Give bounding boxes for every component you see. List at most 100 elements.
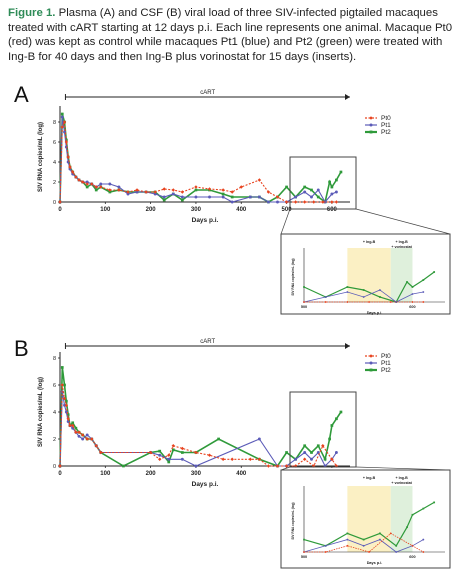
zoom-frame xyxy=(289,156,357,210)
data-point-pt1 xyxy=(330,192,334,196)
inset-data-point-pt1 xyxy=(411,293,414,295)
data-point-pt2 xyxy=(339,170,343,174)
data-point-pt0 xyxy=(74,430,78,434)
data-point-pt1 xyxy=(99,182,103,186)
data-point-pt0 xyxy=(70,423,75,428)
x-tick-label: 500 xyxy=(282,207,293,213)
x-tick-label: 100 xyxy=(100,207,111,213)
inset-data-point-pt2 xyxy=(422,279,425,281)
data-point-pt0 xyxy=(68,423,72,428)
zoom-connector-left xyxy=(280,208,291,235)
data-point-pt0 xyxy=(284,200,289,204)
data-point-pt1 xyxy=(158,453,162,457)
inset-band-vorinostat xyxy=(390,248,413,302)
inset-data-point-pt1 xyxy=(422,538,425,541)
inset-band-label: + vorinostat xyxy=(391,245,412,249)
data-point-pt0 xyxy=(257,178,262,182)
inset-band-label: + Ing-B xyxy=(395,240,408,244)
data-point-pt0 xyxy=(266,464,271,468)
inset-data-point-pt2 xyxy=(406,526,408,529)
inset-band-label: + vorinostat xyxy=(391,481,412,485)
data-point-pt0 xyxy=(180,446,185,451)
data-point-pt0 xyxy=(194,185,198,189)
data-point-pt0 xyxy=(284,464,289,468)
data-point-pt0 xyxy=(62,396,67,401)
data-point-pt0 xyxy=(80,180,85,184)
data-point-pt2 xyxy=(339,410,343,414)
y-tick-label: 8 xyxy=(53,120,56,126)
data-point-pt1 xyxy=(153,192,157,196)
data-point-pt0 xyxy=(126,190,130,194)
inset-data-point-pt1 xyxy=(346,291,349,293)
y-tick-label: 8 xyxy=(53,356,56,362)
data-point-pt2 xyxy=(316,444,320,448)
data-point-pt1 xyxy=(126,192,130,196)
data-point-pt2 xyxy=(108,190,112,194)
inset-data-point-pt2 xyxy=(433,271,436,273)
inset-data-point-pt2 xyxy=(303,538,305,541)
data-point-pt0 xyxy=(153,190,157,194)
data-point-pt0 xyxy=(257,457,262,461)
data-point-pt0 xyxy=(94,444,98,448)
data-point-pt0 xyxy=(171,188,175,192)
legend-label-pt1: Pt1 xyxy=(381,360,391,367)
data-point-pt1 xyxy=(171,192,175,196)
data-point-pt0 xyxy=(221,457,225,461)
data-point-pt0 xyxy=(74,175,78,179)
legend-label-pt0: Pt0 xyxy=(381,115,391,122)
data-point-pt2 xyxy=(310,188,313,192)
legend-marker-pt0 xyxy=(369,116,373,120)
data-point-pt0 xyxy=(62,120,67,124)
legend-marker-pt1 xyxy=(369,361,373,365)
data-point-pt0 xyxy=(334,200,339,204)
legend-marker-pt2 xyxy=(369,130,373,134)
series-line-pt1 xyxy=(59,391,337,467)
data-point-pt1 xyxy=(60,115,64,119)
data-point-pt2 xyxy=(330,424,334,427)
data-point-pt0 xyxy=(230,190,234,194)
data-point-pt0 xyxy=(221,188,225,192)
data-point-pt2 xyxy=(310,451,313,454)
data-point-pt2 xyxy=(60,112,64,116)
data-point-pt1 xyxy=(266,200,270,204)
legend-label-pt1: Pt1 xyxy=(381,122,391,129)
data-point-pt1 xyxy=(135,190,139,194)
data-point-pt0 xyxy=(117,188,121,192)
data-point-pt1 xyxy=(81,437,85,441)
data-point-pt0 xyxy=(157,457,162,461)
data-point-pt0 xyxy=(90,437,94,441)
inset-data-point-pt0 xyxy=(302,550,306,554)
y-axis-label: SIV RNA copies/mL (log) xyxy=(38,122,44,192)
data-point-pt0 xyxy=(94,185,98,189)
chart-panel-b: cART 0 100 200 300 400 500 600 0 2 4 6 8 Days p.i. SIV… xyxy=(38,339,451,569)
legend-marker-pt2 xyxy=(369,368,373,372)
data-point-pt1 xyxy=(167,457,171,461)
data-point-pt1 xyxy=(77,434,81,438)
data-point-pt2 xyxy=(74,426,78,430)
inset-data-point-pt0 xyxy=(411,300,414,304)
data-point-pt0 xyxy=(99,185,103,189)
data-point-pt0 xyxy=(64,140,69,144)
cart-bar-arrow xyxy=(345,343,350,349)
data-point-pt1 xyxy=(230,200,234,204)
inset-data-point-pt0 xyxy=(302,300,306,304)
legend-marker-pt1 xyxy=(369,123,373,127)
x-tick-label: 300 xyxy=(191,207,202,213)
data-point-pt0 xyxy=(167,453,171,457)
data-point-pt1 xyxy=(117,185,121,189)
data-point-pt2 xyxy=(71,421,75,425)
inset-data-point-pt0 xyxy=(367,550,371,554)
inset-x-tick-label: 500 xyxy=(301,555,307,559)
data-point-pt0 xyxy=(302,200,307,204)
data-point-pt2 xyxy=(180,198,184,202)
inset-x-tick-label: 600 xyxy=(409,305,415,309)
inset-series-line-pt1 xyxy=(303,539,424,553)
x-axis-label: Days p.i. xyxy=(192,481,219,488)
inset-data-point-pt2 xyxy=(411,513,414,516)
x-tick-label: 400 xyxy=(236,471,247,477)
data-point-pt2 xyxy=(171,448,175,452)
data-point-pt0 xyxy=(207,187,212,191)
data-point-pt2 xyxy=(217,437,220,441)
inset-x-axis-label: Days p.i. xyxy=(367,561,383,565)
